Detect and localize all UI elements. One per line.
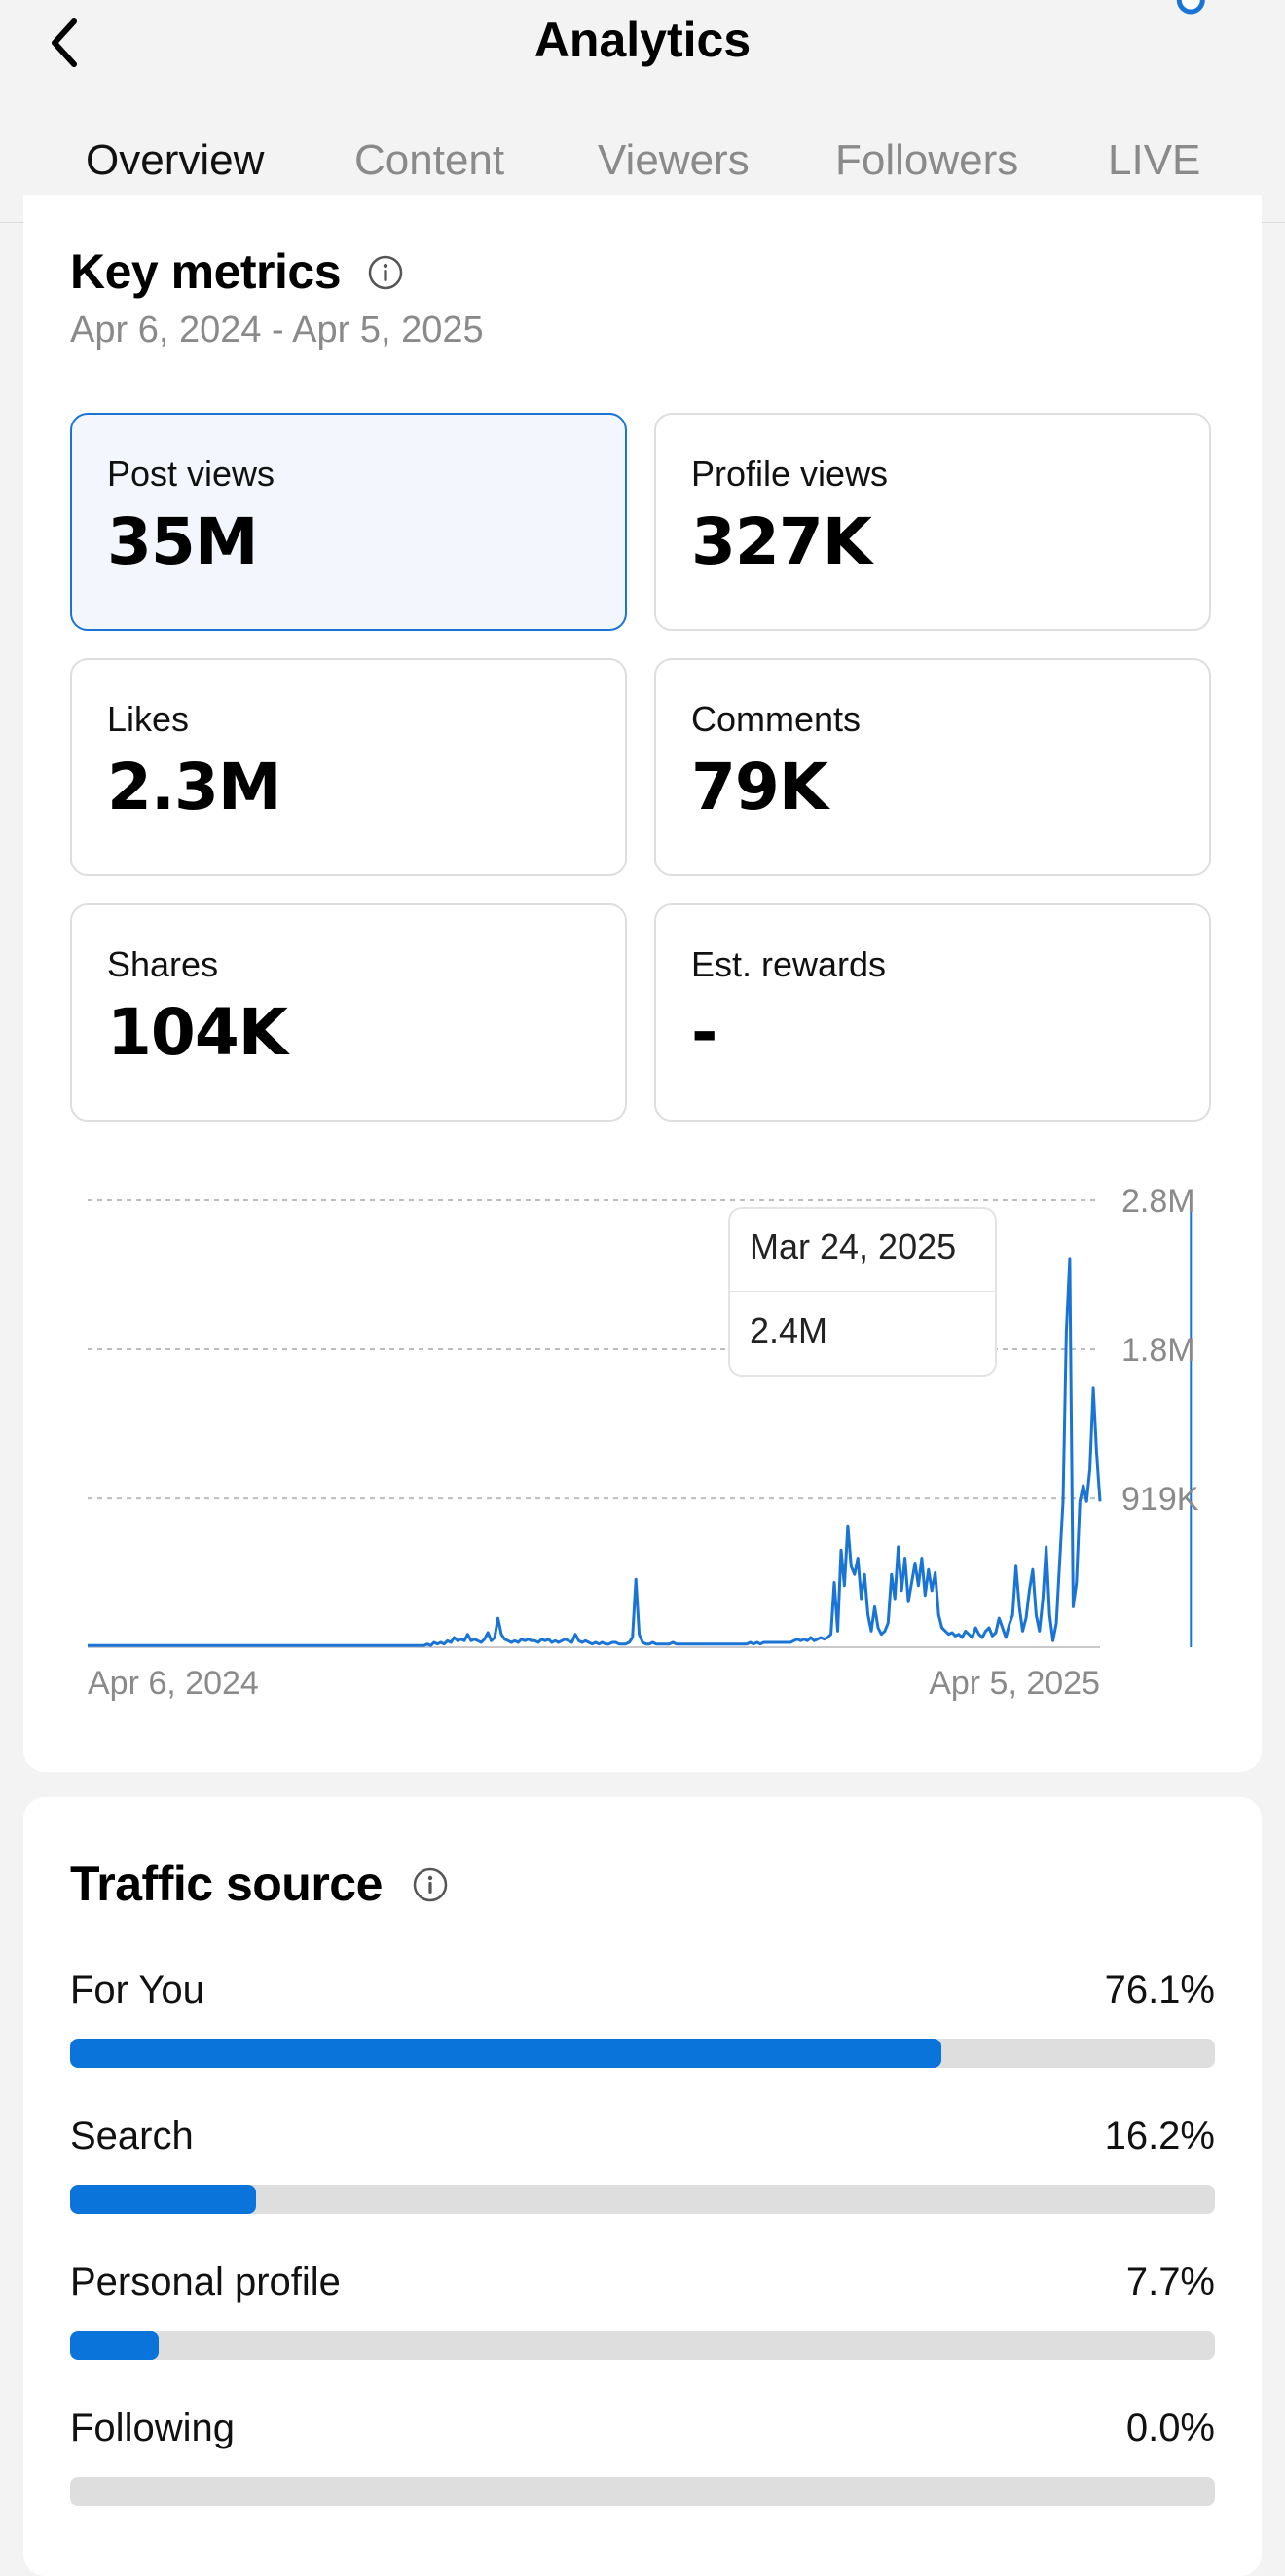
metric-likes[interactable]: Likes 2.3M bbox=[70, 658, 627, 876]
traffic-source-percent: 0.0% bbox=[1125, 2407, 1215, 2449]
metric-value: - bbox=[691, 995, 717, 1070]
metric-label: Likes bbox=[107, 699, 190, 739]
traffic-source-percent: 7.7% bbox=[1125, 2261, 1215, 2303]
traffic-source-card: Traffic source For You 76.1% Search 16.2% Pe… bbox=[23, 1797, 1262, 2576]
tab-live[interactable]: LIVE bbox=[1108, 136, 1201, 184]
metric-value: 35M bbox=[107, 504, 259, 579]
metric-value: 79K bbox=[691, 750, 828, 825]
tab-overview[interactable]: Overview bbox=[86, 136, 265, 184]
traffic-source-bar-track bbox=[70, 2039, 1215, 2068]
tab-followers[interactable]: Followers bbox=[835, 136, 1019, 184]
back-icon[interactable] bbox=[43, 14, 92, 72]
metric-label: Est. rewards bbox=[691, 944, 887, 984]
date-range: Apr 6, 2024 - Apr 5, 2025 bbox=[70, 310, 484, 350]
metric-value: 104K bbox=[107, 995, 288, 1070]
metric-shares[interactable]: Shares 104K bbox=[70, 903, 627, 1122]
metric-post-views[interactable]: Post views 35M bbox=[70, 413, 627, 631]
tooltip-divider bbox=[730, 1291, 995, 1292]
traffic-source-bar-track bbox=[70, 2331, 1215, 2360]
traffic-source-percent: 76.1% bbox=[1104, 1969, 1215, 2011]
tooltip-value: 2.4M bbox=[750, 1310, 828, 1350]
metric-label: Profile views bbox=[691, 454, 889, 494]
info-icon[interactable] bbox=[368, 255, 403, 290]
page-title: Analytics bbox=[533, 13, 752, 67]
chart-tooltip: Mar 24, 2025 2.4M bbox=[728, 1207, 997, 1377]
metric-est-rewards[interactable]: Est. rewards - bbox=[654, 903, 1211, 1122]
tooltip-date: Mar 24, 2025 bbox=[750, 1227, 957, 1267]
traffic-source-bar-fill bbox=[70, 2185, 256, 2214]
info-icon[interactable] bbox=[413, 1867, 448, 1902]
traffic-source-label: Search bbox=[70, 2115, 194, 2157]
traffic-source-label: Personal profile bbox=[70, 2261, 341, 2303]
metric-profile-views[interactable]: Profile views 327K bbox=[654, 413, 1211, 631]
traffic-source-title: Traffic source bbox=[70, 1857, 383, 1911]
metric-value: 2.3M bbox=[107, 750, 282, 825]
traffic-source-bar-track bbox=[70, 2477, 1215, 2506]
traffic-source-label: Following bbox=[70, 2407, 235, 2449]
tab-content[interactable]: Content bbox=[354, 136, 505, 184]
traffic-source-bar-track bbox=[70, 2185, 1215, 2214]
metric-value: 327K bbox=[691, 504, 872, 579]
metric-label: Shares bbox=[107, 944, 219, 984]
metric-comments[interactable]: Comments 79K bbox=[654, 658, 1211, 876]
traffic-source-bar-fill bbox=[70, 2039, 941, 2068]
app-header: Analytics Overview Content Viewers Follo… bbox=[0, 0, 1285, 223]
traffic-source-label: For You bbox=[70, 1969, 204, 2011]
tab-viewers[interactable]: Viewers bbox=[598, 136, 750, 184]
metric-label: Post views bbox=[107, 454, 275, 494]
key-metrics-title: Key metrics bbox=[70, 244, 342, 299]
key-metrics-card: Key metrics Apr 6, 2024 - Apr 5, 2025 Po… bbox=[23, 195, 1262, 1772]
metric-label: Comments bbox=[691, 699, 862, 739]
traffic-source-percent: 16.2% bbox=[1104, 2115, 1215, 2157]
tab-bar: Overview Content Viewers Followers LIVE bbox=[0, 136, 1285, 222]
traffic-source-bar-fill bbox=[70, 2331, 159, 2360]
